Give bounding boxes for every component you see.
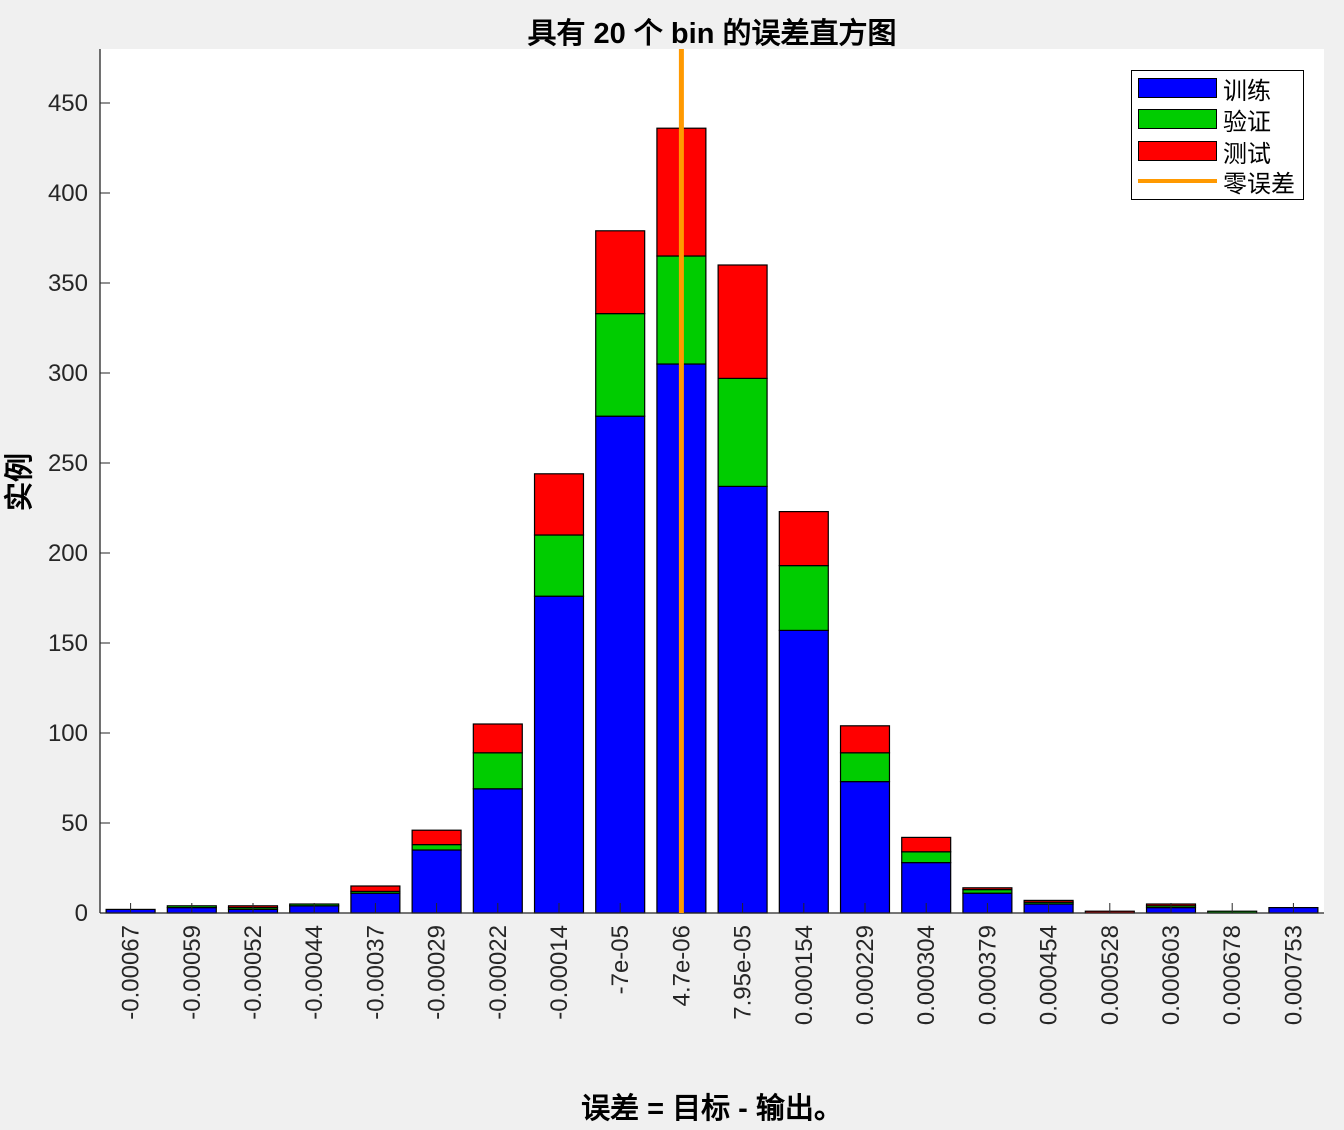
bar-segment-train: [839, 780, 891, 914]
bar-segment-validation: [411, 843, 462, 851]
y-tick-label: 400: [48, 180, 88, 207]
legend-item-test: 测试: [1138, 138, 1271, 168]
bar-segment-train: [717, 485, 768, 914]
bar-segment-test: [533, 473, 585, 536]
bar-segment-test: [717, 264, 768, 380]
bar-segment-train: [472, 788, 523, 914]
bar-segment-train: [533, 595, 585, 914]
y-tick-label: 0: [75, 900, 88, 927]
plot-background: [100, 49, 1324, 913]
legend-swatch-zero-error: [1138, 171, 1217, 191]
bar-segment-train: [595, 415, 646, 914]
bar-segment-validation: [717, 377, 768, 487]
y-tick-label: 150: [48, 630, 88, 657]
x-tick-label: 0.000753: [1280, 925, 1307, 1025]
y-tick-label: 50: [61, 810, 88, 837]
y-tick-label: 200: [48, 540, 88, 567]
bar-segment-test: [839, 725, 891, 754]
bar-segment-test: [778, 511, 829, 567]
x-tick-label: 0.000229: [852, 925, 879, 1025]
x-tick-label: 4.7e-06: [668, 925, 695, 1006]
legend-swatch-validation: [1138, 109, 1217, 129]
x-tick-label: -0.00014: [546, 925, 573, 1020]
bar-segment-test: [350, 885, 401, 893]
x-tick-label: -0.00044: [301, 925, 328, 1020]
bar-segment-train: [778, 629, 829, 914]
bar-segment-validation: [472, 752, 523, 790]
chart-title: 具有 20 个 bin 的误差直方图: [527, 18, 897, 50]
bar-segment-validation: [901, 851, 952, 864]
legend-item-zero-error: 零误差: [1138, 168, 1295, 198]
legend-item-train: 训练: [1138, 75, 1271, 105]
bar-segment-validation: [839, 752, 891, 783]
bar-segment-train: [411, 849, 462, 914]
x-tick-label: -7e-05: [607, 925, 634, 994]
y-tick-label: 250: [48, 450, 88, 477]
bar-segment-test: [472, 723, 523, 754]
x-tick-label: 0.000678: [1219, 925, 1246, 1025]
x-tick-label: 0.000603: [1158, 925, 1185, 1025]
x-axis-label: 误差 = 目标 - 输出。: [581, 1093, 843, 1125]
bar-segment-test: [595, 230, 646, 315]
x-tick-label: -0.00029: [424, 925, 451, 1020]
legend-label-test: 测试: [1223, 140, 1271, 168]
legend-label-zero-error: 零误差: [1223, 170, 1295, 198]
x-tick-label: -0.00037: [362, 925, 389, 1020]
y-tick-label: 100: [48, 720, 88, 747]
x-tick-label: -0.00059: [179, 925, 206, 1020]
legend-swatch-test: [1138, 141, 1217, 161]
y-tick-label: 350: [48, 270, 88, 297]
bar-segment-test: [901, 836, 952, 853]
bar-segment-validation: [595, 313, 646, 417]
legend-item-validation: 验证: [1138, 106, 1271, 136]
y-axis-label: 实例: [4, 452, 36, 512]
x-tick-label: -0.00022: [485, 925, 512, 1020]
bar-segment-validation: [778, 564, 829, 631]
bar-segment-validation: [533, 534, 585, 597]
legend-label-validation: 验证: [1223, 108, 1271, 136]
chart-legend: 训练 验证 测试 零误差: [1131, 70, 1304, 200]
x-tick-label: 0.000528: [1097, 925, 1124, 1025]
x-tick-label: 0.000304: [913, 925, 940, 1025]
legend-swatch-train: [1138, 78, 1217, 98]
x-tick-label: -0.00067: [118, 925, 145, 1020]
bar-segment-test: [962, 887, 1013, 891]
y-tick-label: 300: [48, 360, 88, 387]
bar-segment-test: [411, 829, 462, 846]
x-tick-label: 0.000154: [791, 925, 818, 1025]
x-tick-label: 0.000379: [974, 925, 1001, 1025]
x-tick-label: 7.95e-05: [730, 925, 757, 1020]
x-tick-label: -0.00052: [240, 925, 267, 1020]
x-tick-label: 0.000454: [1036, 925, 1063, 1025]
legend-label-train: 训练: [1223, 77, 1271, 105]
bar-segment-test: [1023, 899, 1074, 903]
y-tick-label: 450: [48, 90, 88, 117]
